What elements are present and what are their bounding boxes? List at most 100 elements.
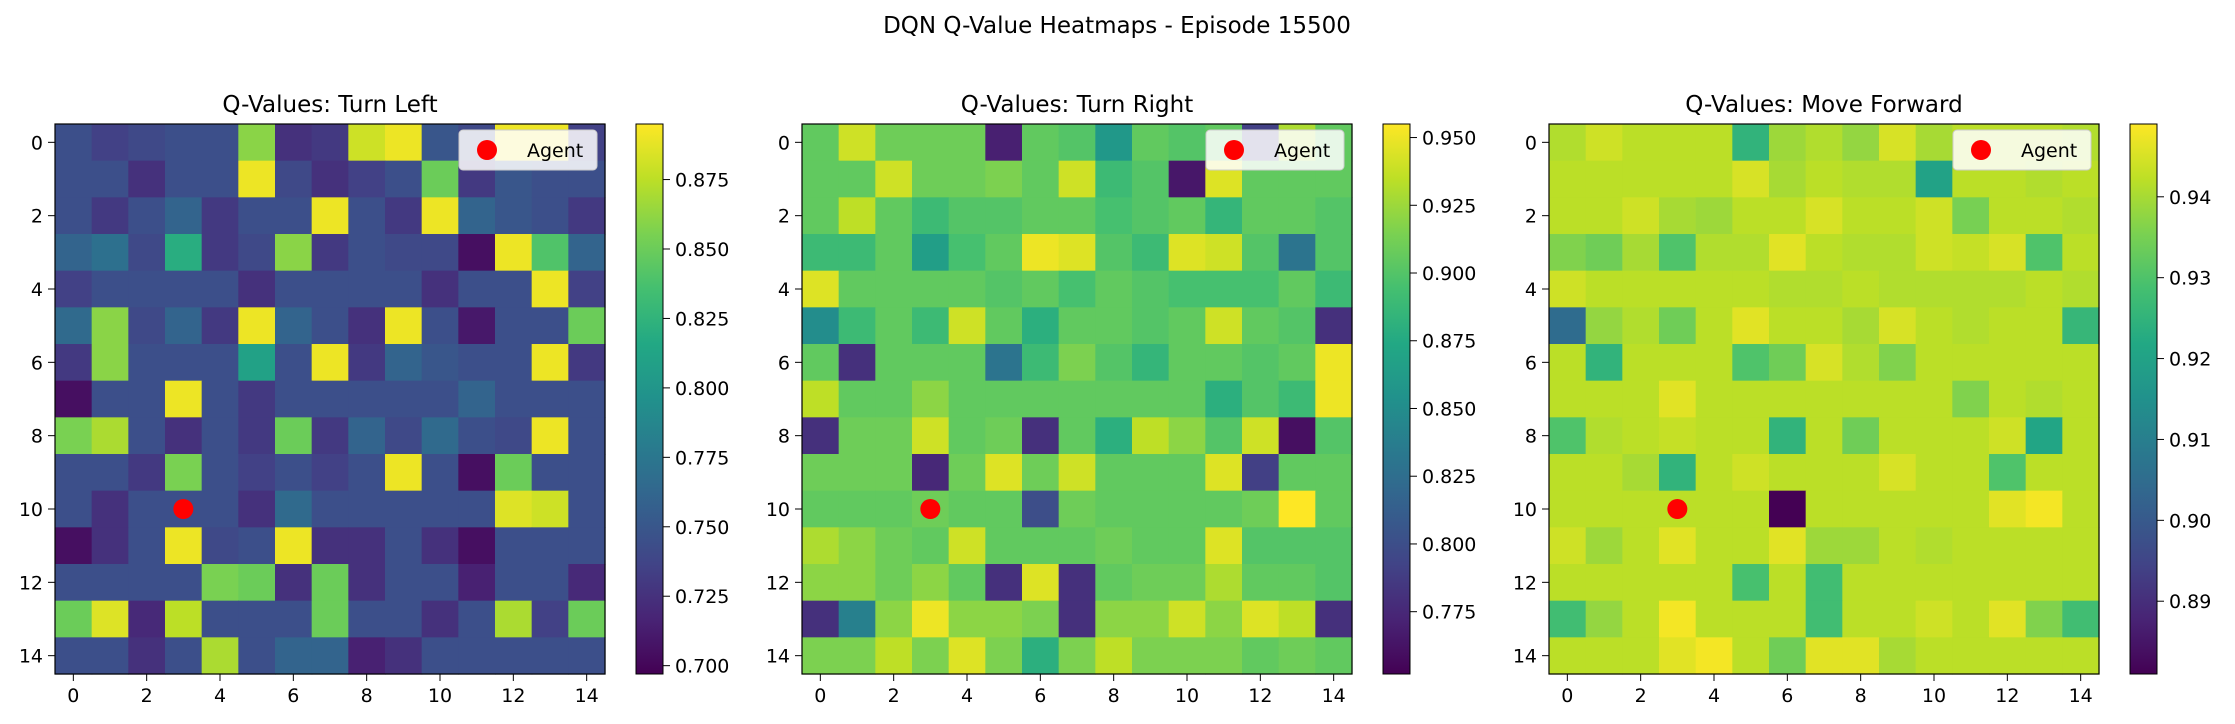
agent-marker bbox=[1667, 499, 1688, 519]
heatmap-cell bbox=[385, 234, 423, 272]
heatmap-cell bbox=[1695, 307, 1733, 345]
heatmap-cell bbox=[985, 637, 1023, 675]
heatmap-cell bbox=[1168, 600, 1206, 638]
heatmap-cell bbox=[1585, 564, 1623, 602]
heatmap-cell bbox=[1732, 417, 1770, 455]
heatmap-cell bbox=[348, 270, 386, 308]
heatmap-cell bbox=[128, 417, 166, 455]
heatmap-cell bbox=[1242, 600, 1280, 638]
heatmap-cell bbox=[385, 490, 423, 528]
heatmap-cell bbox=[838, 344, 876, 382]
legend-marker bbox=[477, 140, 497, 160]
heatmap-cell bbox=[1278, 637, 1316, 675]
y-tick-label: 10 bbox=[766, 499, 790, 521]
heatmap-cell bbox=[1549, 417, 1587, 455]
heatmap-cell bbox=[985, 197, 1023, 235]
heatmap-cell bbox=[1585, 490, 1623, 528]
heatmap-cell bbox=[55, 527, 93, 565]
heatmap-cell bbox=[985, 307, 1023, 345]
heatmap-cell bbox=[531, 637, 569, 675]
heatmap-cell bbox=[165, 124, 203, 162]
heatmap-cell bbox=[1022, 307, 1060, 345]
colorbar-tick-label: 0.825 bbox=[675, 308, 729, 330]
heatmap-cell bbox=[91, 637, 129, 675]
heatmap-cell bbox=[1132, 307, 1170, 345]
heatmap-cell bbox=[91, 344, 129, 382]
heatmap-cell bbox=[875, 344, 913, 382]
heatmap-cell bbox=[1842, 564, 1880, 602]
heatmap-cell bbox=[1585, 380, 1623, 418]
heatmap-cell bbox=[275, 344, 313, 382]
heatmap-cell bbox=[1585, 527, 1623, 565]
heatmap-cell bbox=[165, 270, 203, 308]
x-tick-label: 12 bbox=[1995, 685, 2019, 707]
heatmap-cell bbox=[1989, 527, 2027, 565]
x-tick-label: 10 bbox=[1922, 685, 1946, 707]
x-tick-label: 14 bbox=[2069, 685, 2093, 707]
colorbar: 0.775 0.800 0.825 0.850 0.875 0.900 0.925 0.950 bbox=[1382, 123, 1476, 675]
heatmap-cell bbox=[91, 454, 129, 492]
heatmap-cell bbox=[165, 234, 203, 272]
heatmap-cell bbox=[1549, 490, 1587, 528]
heatmap-cell bbox=[1622, 307, 1660, 345]
heatmap-cell bbox=[238, 490, 276, 528]
heatmap-cell bbox=[985, 380, 1023, 418]
colorbar-gradient bbox=[2129, 123, 2158, 675]
heatmap-cell bbox=[875, 380, 913, 418]
heatmap-cell bbox=[2062, 307, 2100, 345]
heatmap-cell bbox=[875, 527, 913, 565]
heatmap-cell bbox=[421, 454, 459, 492]
colorbar-tick-label: 0.850 bbox=[1422, 398, 1476, 420]
heatmap-cell bbox=[385, 124, 423, 162]
heatmap-cell bbox=[875, 454, 913, 492]
heatmap-cell bbox=[1095, 160, 1133, 198]
heatmap-cell bbox=[1132, 637, 1170, 675]
heatmap-cell bbox=[1622, 600, 1660, 638]
heatmap-cell bbox=[1549, 270, 1587, 308]
heatmap-cell bbox=[1168, 160, 1206, 198]
heatmap-cell bbox=[348, 490, 386, 528]
heatmap-cell bbox=[1022, 234, 1060, 272]
heatmap-cell bbox=[1842, 234, 1880, 272]
y-tick-label: 8 bbox=[778, 426, 790, 448]
legend: Agent bbox=[458, 129, 598, 171]
heatmap-cell bbox=[238, 124, 276, 162]
heatmap-cell bbox=[55, 454, 93, 492]
colorbar-tick-label: 0.875 bbox=[1422, 331, 1476, 353]
heatmap-cell bbox=[55, 564, 93, 602]
heatmap-cell bbox=[1058, 160, 1096, 198]
heatmap-cell bbox=[1278, 490, 1316, 528]
colorbar-tick-label: 0.825 bbox=[1422, 466, 1476, 488]
legend-box bbox=[1205, 129, 1345, 171]
heatmap-cell bbox=[1769, 160, 1807, 198]
heatmap-cell bbox=[55, 270, 93, 308]
heatmap-cell bbox=[1695, 417, 1733, 455]
heatmap-cell bbox=[1022, 270, 1060, 308]
heatmap-cell bbox=[1732, 234, 1770, 272]
heatmap-cell bbox=[1622, 344, 1660, 382]
heatmap-cell bbox=[838, 490, 876, 528]
heatmap-cell bbox=[568, 307, 606, 345]
heatmap-cell bbox=[385, 344, 423, 382]
heatmap-cell bbox=[201, 197, 239, 235]
heatmap-cell bbox=[1769, 197, 1807, 235]
heatmap-cell bbox=[802, 527, 840, 565]
heatmap-cell bbox=[1989, 637, 2027, 675]
heatmap-cell bbox=[348, 380, 386, 418]
y-tick-label: 10 bbox=[1513, 499, 1537, 521]
heatmap-cell bbox=[385, 307, 423, 345]
heatmap-cell bbox=[1952, 417, 1990, 455]
heatmap-cell bbox=[985, 417, 1023, 455]
heatmap-cell bbox=[531, 454, 569, 492]
heatmap-cell bbox=[1585, 454, 1623, 492]
heatmap-cell bbox=[201, 600, 239, 638]
heatmap-cell bbox=[531, 600, 569, 638]
heatmap-cell bbox=[1879, 490, 1917, 528]
heatmap-cell bbox=[1695, 124, 1733, 162]
heatmap-cell bbox=[201, 454, 239, 492]
heatmap-cell bbox=[238, 454, 276, 492]
heatmap-cell bbox=[1952, 600, 1990, 638]
y-tick-label: 14 bbox=[1513, 646, 1537, 668]
heatmap-cell bbox=[875, 160, 913, 198]
heatmap-cell bbox=[1879, 270, 1917, 308]
